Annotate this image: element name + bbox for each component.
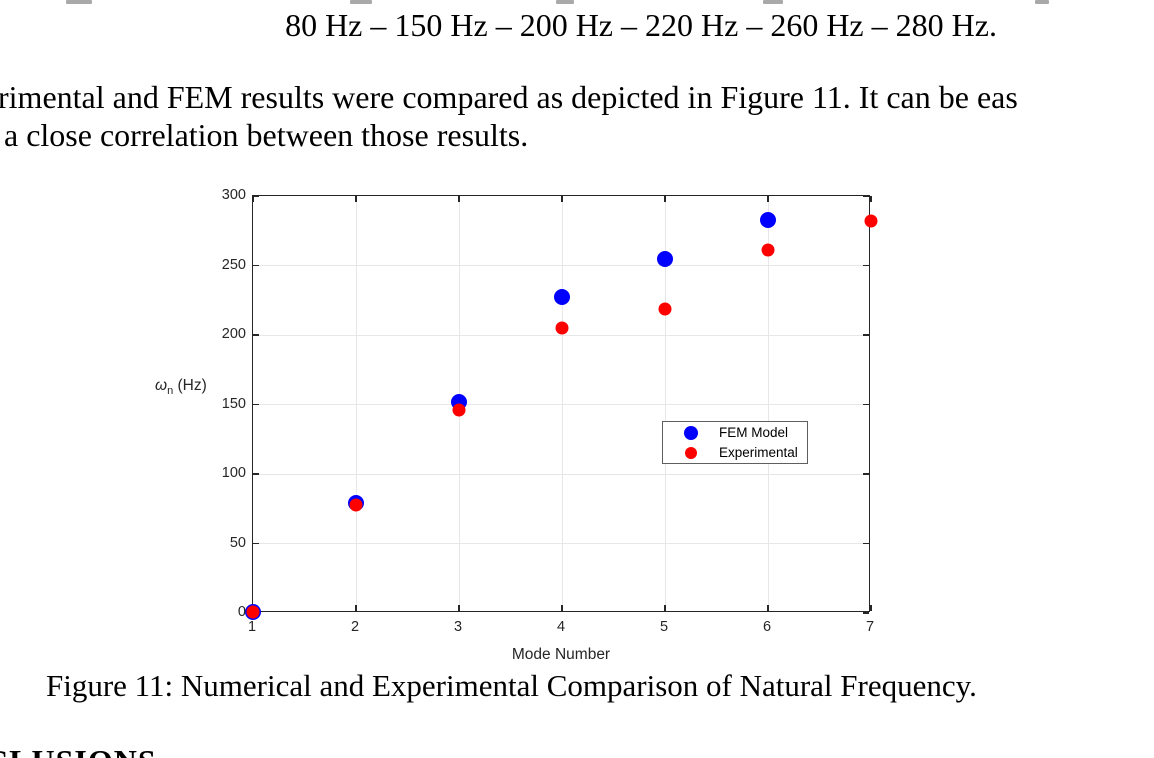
frequency-list-line: 80 Hz – 150 Hz – 200 Hz – 220 Hz – 260 H… [285,7,997,43]
y-tick-label: 150 [221,395,246,412]
cut-text-artifact [350,0,372,4]
x-tick-label: 6 [762,619,772,635]
tick-mark-top [767,196,769,202]
cut-text-artifact [66,0,92,4]
tick-mark-left [253,542,259,545]
tick-mark-top [561,196,563,202]
tick-mark-right [863,195,869,197]
omega-subscript: n [167,385,174,398]
tick-mark-right [863,403,869,406]
data-point-fem-model [554,289,570,306]
data-point-fem-model [657,250,673,267]
chart-plot-area [245,195,878,620]
tick-mark-bottom [561,605,563,611]
x-tick-label: 5 [659,619,669,635]
gridline-vertical [767,196,769,611]
data-point-experimental [246,605,260,619]
data-point-experimental [761,243,775,257]
tick-mark-right [863,473,869,475]
tick-mark-bottom [870,605,872,611]
y-tick-label: 50 [229,534,246,551]
paragraph-line-2: a close correlation between those result… [4,117,529,153]
section-heading-fragment: CLUSIONS [0,743,157,758]
figure-caption: Figure 11: Numerical and Experimental Co… [46,668,977,703]
tick-mark-right [863,542,869,545]
data-point-experimental [658,302,672,316]
data-point-experimental [452,403,466,417]
tick-mark-left [253,334,259,336]
gridline-horizontal [253,404,869,405]
tick-mark-top [870,196,872,202]
tick-mark-left [253,473,259,475]
gridline-horizontal [253,473,869,475]
tick-mark-top [252,196,254,202]
tick-mark-bottom [767,605,769,611]
x-tick-label: 4 [556,619,566,635]
x-tick-label: 1 [247,619,257,635]
y-tick-label: 200 [221,326,246,342]
data-point-fem-model [760,211,776,228]
tick-mark-bottom [355,605,357,611]
y-tick-label: 100 [221,465,246,481]
gridline-horizontal [253,334,869,336]
tick-mark-left [253,264,259,267]
tick-mark-top [458,196,460,202]
legend-marker-cell [663,425,719,440]
tick-mark-bottom [458,605,460,611]
x-tick-label: 2 [350,619,360,635]
tick-mark-left [253,195,259,197]
x-tick-label: 7 [865,619,875,635]
tick-mark-top [355,196,357,202]
chart-legend: FEM Model Experimental [662,421,808,464]
gridline-vertical [561,196,563,611]
tick-mark-bottom [664,605,666,611]
x-axis-label: Mode Number [511,646,611,663]
legend-marker-experimental [685,446,697,459]
cut-text-artifact [763,0,783,4]
y-tick-label: 0 [237,604,246,620]
legend-marker-fem-model [684,425,698,440]
gridline-vertical [355,196,357,611]
data-point-experimental [349,498,363,512]
y-tick-label: 300 [221,187,246,203]
x-tick-label: 3 [453,619,463,635]
cut-text-artifact [556,0,574,4]
y-axis-label: ωn (Hz) [155,377,207,397]
tick-mark-left [253,403,259,406]
y-tick-label: 250 [221,256,246,273]
data-point-experimental [555,321,569,335]
tick-mark-right [863,334,869,336]
legend-entry: FEM Model [663,423,807,442]
cut-text-artifact [1035,0,1049,4]
gridline-vertical [664,196,666,611]
y-axis-unit: (Hz) [173,377,207,394]
legend-entry: Experimental [663,443,807,462]
gridline-horizontal [253,543,869,544]
legend-label: FEM Model [719,425,789,440]
gridline-horizontal [253,265,869,266]
data-point-experimental [864,214,878,228]
paragraph-line-1: rimental and FEM results were compared a… [0,79,1018,115]
omega-symbol: ω [155,377,168,394]
legend-label: Experimental [719,445,798,460]
legend-marker-cell [663,446,719,459]
tick-mark-top [664,196,666,202]
tick-mark-right [863,264,869,267]
tick-mark-right [863,612,869,614]
